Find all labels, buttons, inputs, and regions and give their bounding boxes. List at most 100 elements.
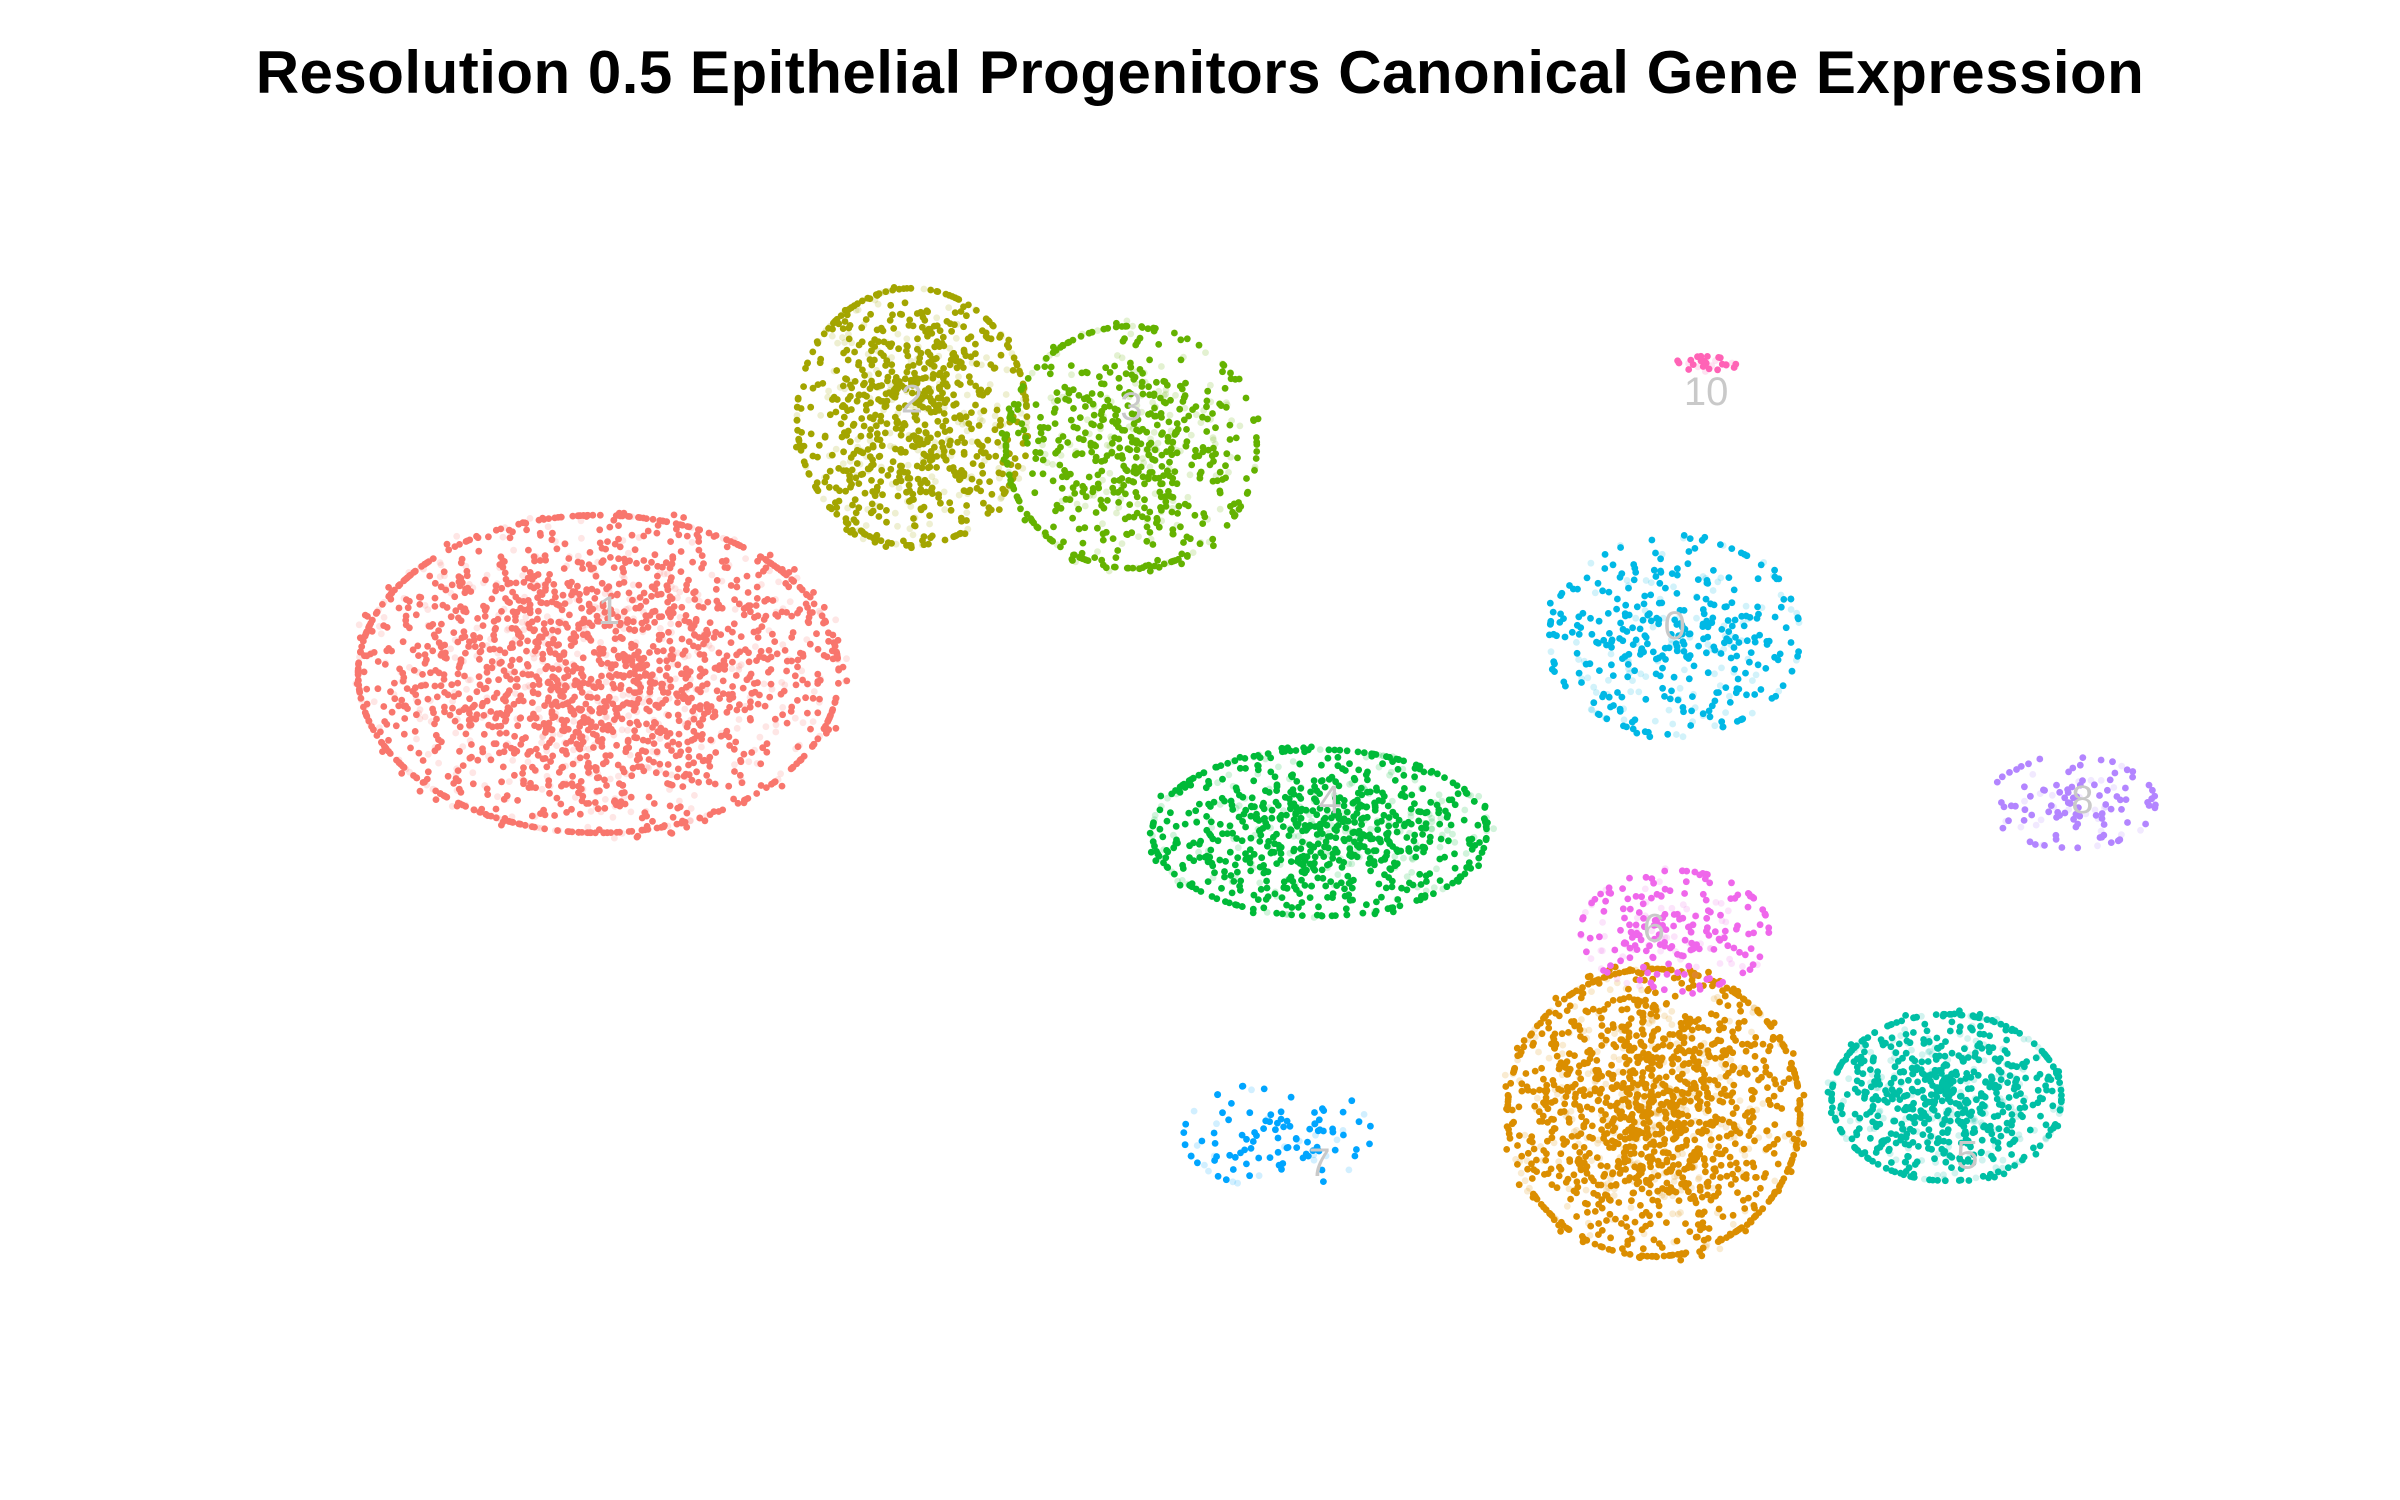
data-point [483, 571, 491, 579]
data-point [469, 780, 477, 788]
data-point [1691, 704, 1699, 712]
data-point [1096, 422, 1104, 430]
data-point [1673, 643, 1681, 651]
data-point [968, 425, 975, 433]
data-point [483, 669, 491, 676]
data-point [554, 625, 562, 633]
data-point [1656, 595, 1664, 603]
data-point [1256, 879, 1264, 887]
data-point [590, 683, 597, 691]
data-point [541, 552, 549, 559]
data-point [1416, 870, 1424, 878]
data-point [456, 617, 464, 624]
data-point [1032, 401, 1040, 408]
data-point [1334, 753, 1342, 761]
data-point [645, 756, 653, 763]
data-point [963, 509, 971, 516]
data-point [1732, 634, 1739, 641]
data-point [1433, 801, 1441, 809]
data-point [1699, 712, 1707, 720]
data-point [499, 533, 507, 541]
data-point [917, 506, 925, 514]
data-point [1146, 508, 1154, 516]
data-point [598, 544, 606, 552]
data-point [958, 434, 966, 442]
data-point [924, 436, 931, 443]
data-point [576, 723, 583, 730]
data-point [676, 613, 684, 621]
data-point [1693, 593, 1700, 600]
data-point [809, 718, 817, 725]
data-point [572, 677, 579, 685]
data-point [762, 723, 770, 731]
data-point [927, 385, 935, 393]
data-point [807, 403, 815, 411]
data-point [565, 555, 573, 562]
data-point [972, 401, 979, 409]
data-point [843, 677, 851, 685]
data-point [741, 706, 749, 714]
data-point [526, 715, 534, 722]
data-point [1659, 684, 1666, 692]
data-point [1725, 637, 1733, 645]
data-point [922, 429, 930, 436]
data-point [443, 540, 451, 548]
data-point [937, 499, 944, 507]
data-point [1625, 584, 1632, 592]
data-point [929, 490, 936, 497]
data-point [615, 535, 622, 543]
data-point [908, 389, 916, 397]
data-point [403, 596, 410, 603]
data-point [1629, 677, 1636, 684]
data-point [1259, 802, 1266, 810]
data-point [398, 770, 406, 777]
data-point [1465, 859, 1473, 866]
data-point [738, 779, 746, 787]
data-point [1145, 475, 1152, 483]
data-point [584, 823, 592, 831]
data-point [769, 630, 776, 638]
data-point [1675, 632, 1682, 640]
data-point [1152, 403, 1159, 411]
data-point [1444, 827, 1451, 834]
data-point [1216, 468, 1224, 476]
data-point [1419, 831, 1426, 838]
data-point [763, 748, 771, 756]
data-point [769, 597, 777, 604]
data-point [593, 774, 601, 782]
data-point [1733, 685, 1741, 693]
data-point [903, 368, 911, 376]
data-point [476, 808, 484, 816]
data-point [1036, 424, 1044, 431]
data-point [675, 717, 683, 725]
data-point [1015, 366, 1023, 373]
data-point [611, 716, 618, 723]
data-point [596, 787, 603, 795]
data-point [1303, 807, 1310, 815]
data-point [735, 666, 743, 673]
data-point [1226, 436, 1234, 443]
data-point [965, 420, 973, 427]
data-point [831, 642, 839, 650]
data-point [549, 639, 557, 647]
data-point [1232, 434, 1240, 442]
data-point [619, 612, 627, 620]
data-point [666, 606, 674, 613]
data-point [586, 770, 594, 778]
data-point [986, 478, 993, 485]
data-point [1399, 765, 1407, 773]
data-point [379, 601, 386, 608]
data-point [441, 653, 448, 661]
data-point [455, 690, 462, 698]
data-point [1332, 845, 1339, 853]
data-point [734, 541, 742, 549]
data-point [973, 360, 981, 368]
data-point [868, 361, 876, 369]
data-point [510, 546, 517, 554]
data-point [1057, 504, 1065, 512]
data-point [372, 610, 380, 617]
data-point [569, 512, 577, 520]
data-point [691, 711, 698, 719]
data-point [1413, 845, 1420, 852]
data-point [1162, 503, 1170, 510]
